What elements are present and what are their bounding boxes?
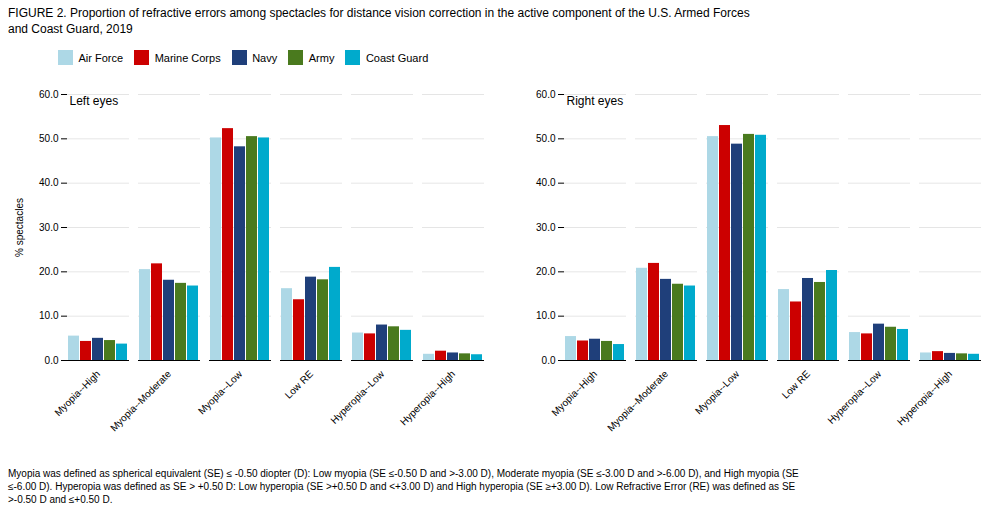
html-text:Navy: Navy [252, 51, 278, 64]
svg-text:Myopia--Moderate: Myopia--Moderate [108, 368, 173, 433]
svg-text:60.0: 60.0 [536, 88, 556, 99]
svg-text:Myopia--Low: Myopia--Low [693, 367, 742, 416]
svg-text:40.0: 40.0 [39, 177, 59, 188]
svg-text:0.0: 0.0 [542, 354, 556, 365]
html-text:Air Force: Air Force [78, 51, 124, 64]
svg-text:Low RE: Low RE [780, 368, 813, 401]
svg-text:40.0: 40.0 [536, 177, 556, 188]
svg-text:% spectacles: % spectacles [14, 198, 25, 257]
svg-text:Myopia--Moderate: Myopia--Moderate [605, 368, 670, 433]
html-text:FIGURE 2. Proportion of refrac: FIGURE 2. Proportion of refractive error… [8, 6, 750, 36]
html-text:Coast Guard: Coast Guard [365, 51, 429, 64]
svg-text:20.0: 20.0 [536, 266, 556, 277]
svg-text:10.0: 10.0 [536, 310, 556, 321]
svg-text:50.0: 50.0 [39, 133, 59, 144]
svg-text:Hyperopia--High: Hyperopia--High [895, 368, 954, 427]
svg-text:Myopia--High: Myopia--High [549, 368, 599, 418]
svg-text:Hyperopia--Low: Hyperopia--Low [825, 367, 883, 425]
svg-text:30.0: 30.0 [536, 221, 556, 232]
svg-text:30.0: 30.0 [39, 221, 59, 232]
svg-text:Hyperopia--Low: Hyperopia--Low [328, 367, 386, 425]
svg-text:10.0: 10.0 [39, 310, 59, 321]
svg-text:Left eyes: Left eyes [70, 94, 119, 108]
svg-text:Myopia--Low: Myopia--Low [196, 367, 245, 416]
svg-text:60.0: 60.0 [39, 88, 59, 99]
svg-text:Low RE: Low RE [283, 368, 316, 401]
svg-text:Myopia--High: Myopia--High [52, 368, 102, 418]
svg-text:50.0: 50.0 [536, 133, 556, 144]
svg-text:Right eyes: Right eyes [567, 94, 624, 108]
html-text:Marine Corps: Marine Corps [154, 51, 221, 64]
html-text:Army: Army [308, 51, 335, 64]
html-text:Myopia was defined as spherica: Myopia was defined as spherical equivale… [8, 467, 799, 505]
svg-text:0.0: 0.0 [45, 354, 59, 365]
svg-text:20.0: 20.0 [39, 266, 59, 277]
svg-text:Hyperopia--High: Hyperopia--High [398, 368, 457, 427]
